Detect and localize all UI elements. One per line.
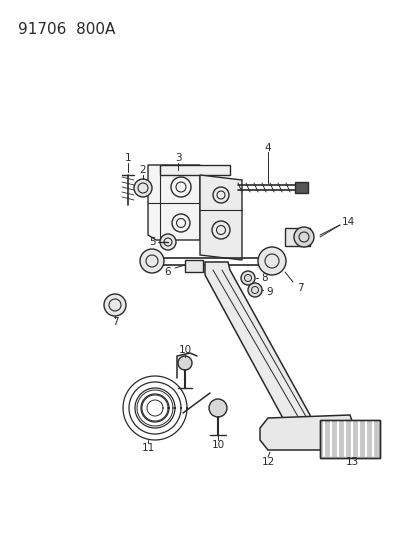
Text: 7: 7	[297, 283, 303, 293]
Circle shape	[258, 247, 286, 275]
Text: 13: 13	[345, 457, 358, 467]
Text: 11: 11	[142, 443, 155, 453]
Text: 8: 8	[262, 273, 268, 283]
Circle shape	[104, 294, 126, 316]
Bar	[320, 420, 380, 458]
Circle shape	[241, 271, 255, 285]
Text: 14: 14	[341, 217, 354, 227]
Polygon shape	[205, 262, 310, 428]
Bar	[285, 228, 310, 246]
Polygon shape	[200, 175, 242, 260]
Text: 9: 9	[267, 287, 273, 297]
Polygon shape	[295, 182, 308, 193]
Polygon shape	[160, 165, 230, 175]
Circle shape	[140, 249, 164, 273]
Text: 4: 4	[265, 143, 271, 153]
Text: 1: 1	[125, 153, 131, 163]
Text: 2: 2	[140, 165, 146, 175]
Text: 7: 7	[112, 317, 118, 327]
Text: 10: 10	[178, 345, 192, 355]
Text: 91706  800A: 91706 800A	[18, 22, 115, 37]
Text: 5: 5	[150, 237, 156, 247]
Polygon shape	[148, 165, 200, 240]
Bar	[320, 420, 380, 458]
Text: 3: 3	[175, 153, 181, 163]
Text: 12: 12	[261, 457, 275, 467]
Circle shape	[160, 234, 176, 250]
Text: 6: 6	[165, 267, 171, 277]
Polygon shape	[260, 415, 355, 450]
Circle shape	[294, 227, 314, 247]
Circle shape	[248, 283, 262, 297]
Circle shape	[209, 399, 227, 417]
Circle shape	[178, 356, 192, 370]
Circle shape	[134, 179, 152, 197]
Bar	[185, 260, 203, 272]
Text: 10: 10	[211, 440, 225, 450]
